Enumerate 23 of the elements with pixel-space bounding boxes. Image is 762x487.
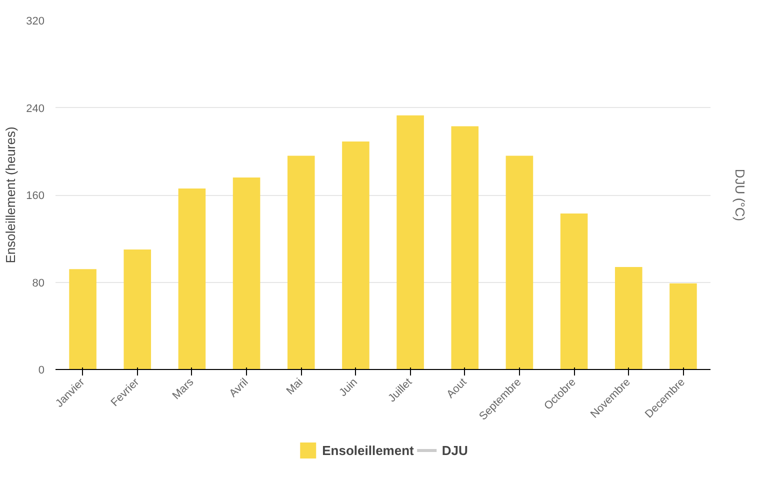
bar — [506, 156, 534, 370]
legend-label: Ensoleillement — [322, 442, 414, 458]
x-tick-label: Juin — [337, 376, 360, 400]
bar — [560, 214, 588, 370]
y-tick-label: 240 — [26, 102, 45, 115]
bar — [124, 250, 152, 370]
bar — [342, 142, 370, 370]
y-tick-label: 160 — [26, 190, 45, 202]
bar — [69, 269, 96, 370]
x-tick-label: Mai — [284, 376, 306, 398]
bar — [451, 126, 479, 370]
legend-label: DJU — [442, 442, 468, 458]
y-tick-label: 80 — [32, 277, 45, 290]
bar — [287, 156, 315, 370]
y-tick-label: 0 — [38, 364, 45, 376]
bar — [614, 266, 642, 370]
bar — [670, 283, 697, 370]
bar — [178, 188, 206, 370]
y-axis-title: Ensoleillement (heures) — [3, 126, 18, 264]
bar — [232, 178, 260, 370]
y2-axis-title: DJU (°C) — [732, 168, 748, 222]
bar — [396, 115, 424, 370]
y-tick-label: 320 — [26, 16, 45, 28]
